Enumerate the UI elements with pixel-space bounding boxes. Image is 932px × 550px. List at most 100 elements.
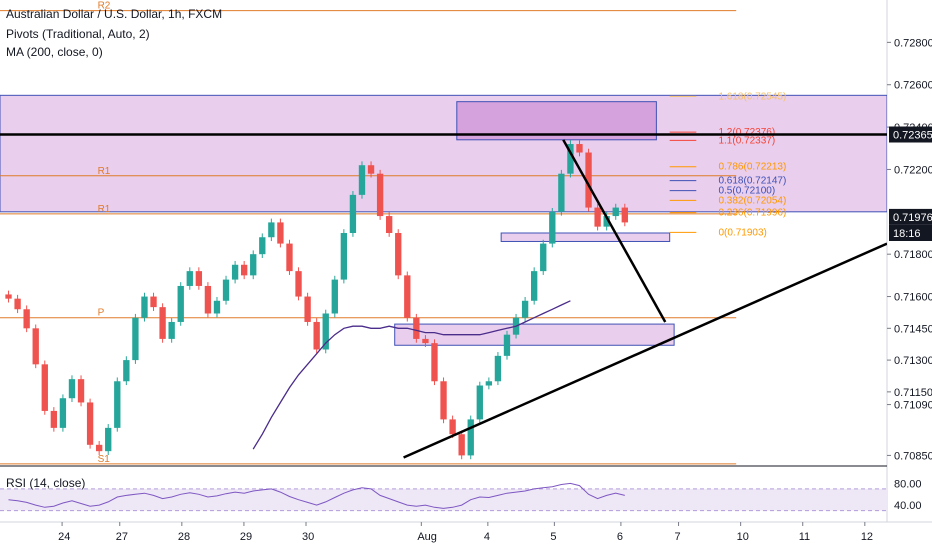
pivot-label-r2: R2 — [98, 1, 111, 12]
time-tick-label: 12 — [861, 531, 873, 543]
candle-body — [485, 381, 493, 386]
rsi-tick-label: 40.00 — [894, 500, 922, 512]
candle-body — [114, 381, 121, 428]
candle-body — [494, 355, 502, 382]
candle-body — [621, 207, 628, 223]
time-tick-label: 4 — [484, 531, 490, 543]
candle-body — [476, 385, 483, 420]
fib-label: 0.618(0.72147) — [718, 176, 786, 187]
candle-body — [50, 410, 58, 428]
candle-body — [458, 434, 465, 456]
price-label-box — [889, 208, 932, 225]
candle-body — [349, 194, 357, 233]
rsi-line — [8, 482, 625, 509]
fib-label: 0.236(0.71996) — [718, 208, 786, 219]
trendline-projection — [562, 139, 667, 323]
upper-resistance-band — [0, 94, 887, 213]
candle-body — [585, 152, 592, 208]
candle-body — [549, 211, 556, 244]
pivot-label-r1: R1 — [98, 204, 111, 215]
candle-body — [322, 313, 329, 350]
candle-body — [159, 307, 166, 339]
rsi-band — [0, 488, 887, 511]
candle-body — [449, 419, 456, 435]
candle-body — [5, 294, 12, 299]
price-label-text: 0.72365 — [893, 130, 932, 142]
rsi-tick-label: 80.00 — [894, 478, 922, 490]
candle-body — [331, 279, 338, 314]
price-label-text: 18:16 — [893, 228, 921, 240]
price-label-box — [889, 126, 932, 143]
candle-body — [150, 296, 157, 308]
ma-layer — [252, 300, 571, 450]
fib-label: 0(0.71903) — [718, 227, 766, 238]
price-tick-label: 0.72600 — [894, 80, 932, 92]
trendline-layer — [403, 139, 887, 459]
time-tick-label: 7 — [675, 531, 681, 543]
candle-body — [576, 144, 583, 153]
rsi-legend: RSI (14, close) — [6, 476, 85, 490]
candle-body — [213, 300, 221, 314]
candle-body — [385, 216, 393, 233]
time-tick-label: 6 — [617, 531, 623, 543]
candle-body — [14, 298, 21, 310]
price-tick-label: 0.71150 — [894, 387, 932, 399]
candle-body — [277, 222, 284, 244]
candle-body — [286, 243, 293, 272]
fib-label: 1.1(0.72337) — [718, 135, 775, 146]
support-box — [394, 323, 675, 346]
candle-body — [105, 427, 112, 452]
time-axis: 24 27 28 29 30 Aug 4 5 6 7 10 11 12 — [58, 522, 873, 543]
candle-body — [367, 165, 375, 174]
candle-body — [503, 334, 511, 356]
candle-body — [95, 444, 103, 452]
candle-body — [558, 173, 565, 212]
time-tick-label: 5 — [550, 531, 556, 543]
candle-body — [295, 271, 302, 297]
price-tick-label: 0.71450 — [894, 323, 932, 335]
candle-body — [340, 233, 348, 280]
candle-body — [123, 360, 130, 382]
candle-body — [304, 296, 311, 322]
candle-body — [540, 243, 547, 272]
candle-body — [594, 207, 601, 227]
fib-label: 1.2(0.72376) — [718, 127, 775, 138]
time-tick-label: 11 — [799, 531, 810, 543]
candle-body — [168, 321, 175, 339]
rsi-pane — [0, 482, 887, 512]
candle-body — [259, 237, 266, 255]
time-tick-label: 24 — [58, 531, 70, 543]
time-tick-label: 28 — [178, 531, 190, 543]
candle-body — [268, 222, 275, 238]
price-tick-label: 0.72800 — [894, 37, 932, 49]
symbol-title: Australian Dollar / U.S. Dollar, 1h, FXC… — [6, 7, 222, 21]
fib-label: 0.5(0.72100) — [718, 186, 775, 197]
candle-body — [313, 321, 320, 350]
candle-body — [41, 364, 48, 411]
pivot-label-p: P — [98, 308, 105, 319]
candle-body — [250, 254, 257, 276]
candle-body — [531, 271, 538, 301]
candle-body — [132, 317, 139, 361]
candle-body — [195, 271, 203, 286]
candle-body — [77, 379, 85, 403]
candle-body — [68, 379, 76, 399]
time-tick-label: 10 — [737, 531, 749, 543]
candle-body — [23, 309, 30, 329]
price-tick-label: 0.71600 — [894, 292, 932, 304]
trendline-rising-support — [403, 242, 887, 459]
candle-body — [413, 317, 420, 339]
price-tick-label: 0.71300 — [894, 355, 932, 367]
price-tick-label: 0.72200 — [894, 164, 932, 176]
fib-layer: 1.618(0.72545) 1.2(0.72376)1.1(0.72337) 0.… — [669, 91, 786, 238]
price-label-text: 0.71976 — [893, 212, 932, 224]
zones-layer — [0, 94, 887, 346]
candle-body — [440, 381, 447, 420]
pivots-legend: Pivots (Traditional, Auto, 2) — [6, 27, 150, 41]
candle-body — [177, 285, 184, 322]
time-tick-label: 30 — [302, 531, 314, 543]
fib-label: 0.786(0.72213) — [718, 162, 786, 173]
